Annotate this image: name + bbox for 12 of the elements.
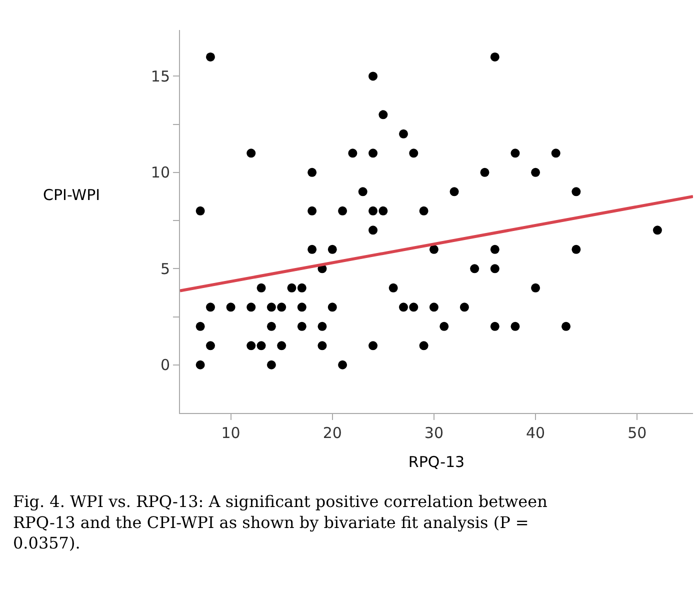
x-tick-label: 50 — [628, 424, 647, 442]
y-tick-label: 10 — [150, 164, 170, 182]
x-tick-label: 40 — [526, 424, 546, 442]
caption: Fig. 4. WPI vs. RPQ-13: A significant positive correlation between RPQ-13 and the CPI-WPI as shown by bivariate fit analysis (P = 0.0357). — [13, 492, 548, 553]
y-tick-label: 15 — [150, 67, 170, 86]
x-tick-label: 30 — [424, 424, 444, 442]
x-tick-label: 10 — [221, 424, 240, 442]
y-tick-label: 0 — [160, 356, 170, 374]
x-tick-label: 20 — [322, 424, 342, 442]
y-tick-label: 5 — [160, 260, 170, 278]
y-axis-title: CPI-WPI — [43, 186, 100, 204]
x-axis-title: RPQ-13 — [408, 453, 465, 471]
